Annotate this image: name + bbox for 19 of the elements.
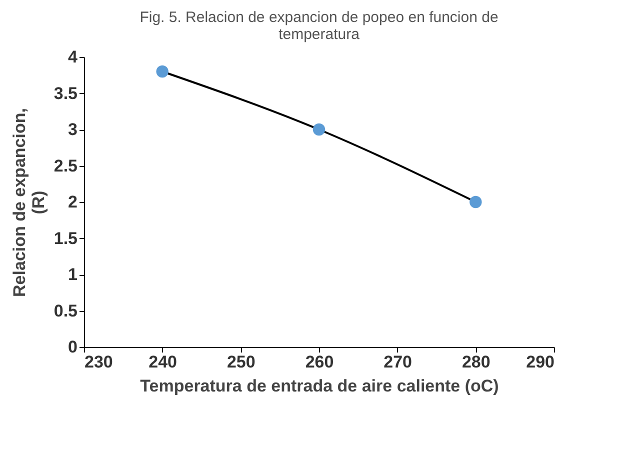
- y-tick-label: 4: [68, 48, 78, 66]
- y-tick-label: 2.5: [54, 156, 78, 176]
- x-tick-label: 250: [226, 352, 256, 372]
- y-tick-label: 1: [68, 265, 78, 284]
- chart-title: Fig. 5. Relacion de expancion de popeo en funcion de temperatura: [140, 9, 498, 43]
- x-axis-title: Temperatura de entrada de aire caliente (oC): [140, 376, 499, 396]
- x-tick-label: 290: [526, 352, 554, 372]
- x-tick-label: 230: [84, 352, 113, 372]
- x-tick-label: 260: [305, 352, 334, 372]
- y-tick-label: 0.5: [54, 301, 78, 320]
- y-tick-label: 3.5: [54, 84, 78, 103]
- x-tick-label: 280: [462, 352, 490, 372]
- y-axis-title: Relacion de expancion, (R): [10, 108, 48, 297]
- y-tick-label: 3: [68, 120, 78, 139]
- x-tick-label: 270: [384, 352, 412, 372]
- y-tick-label: 0: [68, 338, 78, 356]
- y-tick-label: 2: [68, 192, 78, 212]
- x-tick-label: 240: [148, 352, 178, 372]
- y-tick-label: 1.5: [54, 228, 78, 248]
